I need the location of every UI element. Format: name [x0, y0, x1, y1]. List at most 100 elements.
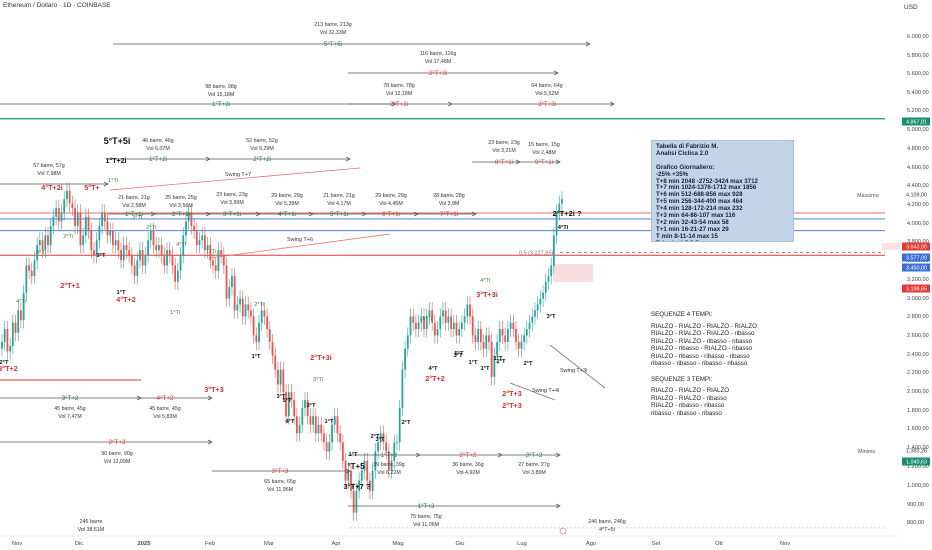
candle: [374, 451, 377, 471]
candle: [241, 298, 244, 317]
bars-count: 21 barre, 21g: [118, 195, 150, 201]
time-label: Mar: [264, 541, 274, 547]
cycle-arrowhead: [345, 156, 351, 162]
candle: [76, 212, 79, 226]
price-tag-bg: [902, 263, 930, 272]
candle: [339, 433, 342, 443]
bars-volume: Vol 11,96M: [267, 487, 293, 493]
candle: [176, 270, 179, 282]
candle: [47, 235, 49, 246]
candle: [122, 245, 125, 261]
candle: [222, 255, 225, 266]
price-tick: 5.400,00: [907, 90, 929, 96]
candle: [396, 442, 398, 444]
bars-count: 23 barre, 23g: [216, 192, 248, 198]
bars-count: 90 barre, 90g: [101, 451, 133, 457]
notes-line: T+7 min 1024-1376-1712 max 1856: [656, 184, 757, 192]
swing-line-1: [209, 233, 391, 259]
bars-count: 45 barre, 45g: [149, 406, 181, 412]
candle: [547, 276, 550, 282]
candle: [517, 341, 520, 349]
candle: [6, 328, 9, 352]
candle: [9, 346, 12, 352]
cycle-notes-box[interactable]: Tabella di Fabrizio M. Analisi Ciclica 2.…: [651, 140, 794, 242]
candle: [163, 255, 166, 266]
notes-line: T+6 min 512-688-856 max 928: [656, 191, 743, 199]
candle: [352, 490, 355, 513]
price-tag: 1.040,63: [906, 460, 927, 466]
candle: [447, 316, 450, 323]
cycle-label-red: 2°T+3i: [310, 353, 331, 362]
cycle-tag: 3°T+2: [62, 395, 79, 402]
candle: [66, 190, 68, 200]
price-tick: 2.200,00: [907, 370, 929, 376]
candle: [255, 335, 258, 342]
candle: [539, 298, 542, 305]
price-tick: 3.800,00: [907, 239, 929, 245]
price-tick: 2.600,00: [907, 333, 929, 339]
price-tag: 4.867,81: [906, 120, 927, 126]
candle: [501, 328, 504, 336]
candle: [274, 355, 277, 370]
candle: [298, 424, 301, 434]
candle: [379, 433, 382, 443]
candle: [442, 310, 444, 317]
price-tag: 3.198,65: [906, 287, 927, 293]
cycle-label-red: 2°T+1: [60, 281, 79, 290]
price-tag: 3.577,00: [906, 256, 927, 262]
sequence-line: SEQUENZE 4 TEMPI:: [651, 311, 713, 318]
bars-volume: Vol 15,18M: [208, 92, 235, 98]
swing-line-2: [549, 344, 606, 389]
cycle-label-big: 2°T+2i ?: [552, 209, 581, 218]
candle: [71, 203, 74, 208]
cycle-arrowhead: [555, 159, 561, 165]
candle: [277, 369, 279, 385]
candle: [217, 250, 220, 271]
candle: [496, 341, 498, 356]
sequence-line: ribasso - ribasso - ribasso - ribasso: [651, 360, 748, 367]
candle: [333, 416, 336, 425]
cycle-tag: 4°T+2: [157, 395, 174, 402]
price-tick: 4.000,00: [907, 221, 929, 227]
bars-count: 45 barre, 45g: [54, 406, 86, 412]
bars-volume: Vol 12,18M: [386, 91, 413, 97]
cycle-label-black: 5°T: [282, 398, 292, 404]
bars-count: 116 barre, 116g: [420, 51, 457, 57]
price-tick: 4.600,00: [907, 165, 929, 171]
cycle-label-black: 2°T: [523, 361, 533, 367]
notes-line: T+1 min 16-21-27 max 29: [656, 225, 729, 233]
candle: [371, 470, 374, 491]
cycle-arrowhead: [207, 439, 213, 445]
cycle-arrowhead: [103, 181, 109, 187]
candle: [369, 480, 371, 491]
cycle-label-red: 2°T+2: [425, 374, 444, 383]
time-label: Feb: [205, 541, 215, 547]
candle: [498, 328, 501, 342]
time-label: Dic: [75, 541, 83, 547]
cycle-label-black: 3°T: [276, 394, 286, 400]
cycle-label-green: 4°Ti: [480, 278, 490, 284]
candle: [44, 235, 47, 251]
candle: [139, 250, 141, 261]
bars-count: 39 barre, 39g: [373, 462, 405, 468]
cycle-label-green: 3°Ti: [313, 377, 323, 383]
candle: [101, 212, 103, 226]
time-label: Nov: [780, 541, 790, 547]
bars-volume: Vol 4,17M: [327, 201, 351, 207]
price-tick: 2.000,00: [907, 389, 929, 395]
candle: [231, 276, 233, 288]
bars-volume: Vol 4,92M: [456, 470, 480, 476]
price-tick: 5.000,00: [907, 127, 929, 133]
candle: [49, 225, 52, 246]
candle: [263, 310, 266, 317]
time-label: Ott: [715, 541, 723, 547]
bars-volume: Vol 7,98M: [37, 171, 61, 177]
candle: [358, 480, 361, 491]
bars-count: 21 barre, 21g: [323, 193, 355, 199]
cycle-label-black: 1°T: [324, 419, 334, 425]
candle: [11, 322, 14, 347]
cycle-label-red: 3°T+2: [0, 364, 18, 373]
cycle-label-green: 1°Ti: [206, 249, 216, 255]
sequence-line: RIALZO - RIALZO - ribasso - ribasso: [651, 337, 753, 345]
